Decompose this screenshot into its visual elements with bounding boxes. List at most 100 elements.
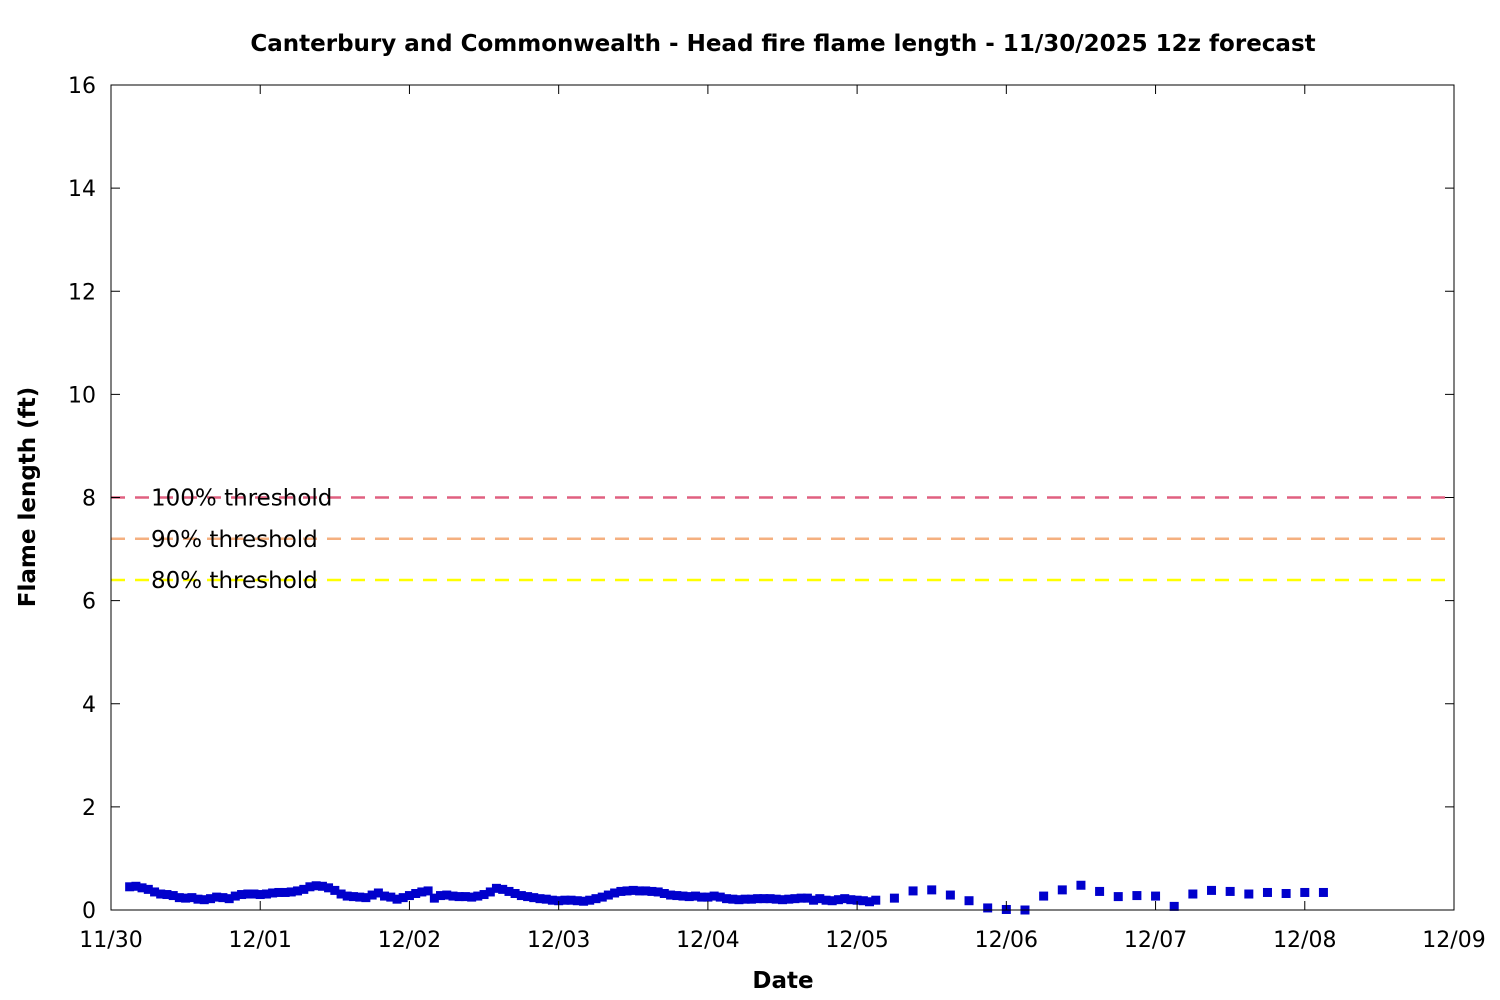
y-tick-label: 10 xyxy=(68,383,96,408)
data-point xyxy=(268,888,278,898)
x-tick-label: 12/02 xyxy=(378,928,441,953)
y-axis-title: Flame length (ft) xyxy=(15,387,41,607)
data-point xyxy=(373,888,383,898)
data-point xyxy=(150,887,160,897)
data-point xyxy=(703,892,713,902)
data-point xyxy=(622,886,632,896)
data-point xyxy=(361,893,371,903)
data-point xyxy=(460,892,470,902)
x-tick-label: 12/06 xyxy=(975,928,1038,953)
data-point xyxy=(715,892,725,902)
data-point xyxy=(187,893,197,903)
data-points xyxy=(125,880,1328,915)
data-point xyxy=(348,892,358,902)
y-tick-label: 12 xyxy=(68,280,96,305)
data-point xyxy=(243,889,253,899)
data-point xyxy=(417,887,427,897)
data-point xyxy=(386,892,396,902)
threshold-lines: 100% threshold 90% threshold 80% threshold xyxy=(111,486,1454,594)
data-point xyxy=(641,886,651,896)
data-point xyxy=(691,891,701,901)
data-point xyxy=(125,882,135,892)
data-point xyxy=(274,887,284,897)
y-tick-label: 2 xyxy=(82,796,96,821)
data-point xyxy=(579,896,589,906)
data-point xyxy=(1151,891,1161,901)
data-point xyxy=(143,884,153,894)
data-point xyxy=(1039,891,1049,901)
data-point xyxy=(280,887,290,897)
data-point xyxy=(759,894,769,904)
data-point xyxy=(206,894,216,904)
data-point xyxy=(728,894,738,904)
threshold-label-2: 80% threshold xyxy=(151,568,318,594)
data-point xyxy=(286,887,296,897)
data-point xyxy=(435,891,445,901)
data-point xyxy=(137,883,147,893)
data-point xyxy=(454,892,464,902)
data-point xyxy=(380,891,390,901)
data-point xyxy=(131,881,141,891)
x-axis-title: Date xyxy=(752,968,813,994)
data-point xyxy=(218,893,228,903)
data-point xyxy=(392,894,402,904)
data-point xyxy=(293,886,303,896)
data-point xyxy=(852,895,862,905)
data-point xyxy=(429,893,439,903)
data-point xyxy=(1188,889,1198,899)
y-tick-label: 4 xyxy=(82,693,96,718)
data-point xyxy=(821,895,831,905)
data-point xyxy=(945,890,955,900)
data-point xyxy=(628,885,638,895)
data-point xyxy=(827,896,837,906)
data-point xyxy=(585,895,595,905)
data-point xyxy=(697,892,707,902)
data-point xyxy=(672,891,682,901)
data-point xyxy=(1318,887,1328,897)
data-point xyxy=(964,896,974,906)
data-point xyxy=(224,894,234,904)
data-point xyxy=(1281,889,1291,898)
data-point xyxy=(647,886,657,896)
data-point xyxy=(871,895,881,905)
data-point xyxy=(790,894,800,904)
data-point xyxy=(927,885,937,895)
data-point xyxy=(547,895,557,905)
x-tick-label: 11/30 xyxy=(79,928,142,953)
data-point xyxy=(709,891,719,901)
data-point xyxy=(753,894,763,904)
data-point xyxy=(162,890,172,900)
data-point xyxy=(802,893,812,903)
data-point xyxy=(212,892,222,902)
data-point xyxy=(174,893,184,903)
data-point xyxy=(765,894,775,904)
data-point xyxy=(404,891,414,901)
x-tick-label: 12/04 xyxy=(676,928,739,953)
x-tick-label: 12/08 xyxy=(1273,928,1336,953)
data-point xyxy=(498,884,508,894)
y-tick-label: 16 xyxy=(68,74,96,99)
y-axis: 0 2 4 6 8 10 12 14 16 xyxy=(68,74,1454,924)
data-point xyxy=(635,886,645,896)
data-point xyxy=(411,889,421,898)
data-point xyxy=(255,890,265,900)
data-point xyxy=(740,894,750,904)
data-point xyxy=(448,891,458,901)
data-point xyxy=(510,889,520,898)
x-tick-label: 12/07 xyxy=(1124,928,1187,953)
data-point xyxy=(311,881,321,891)
data-point xyxy=(983,903,993,913)
data-point xyxy=(249,889,259,899)
data-point xyxy=(666,890,676,900)
data-point xyxy=(1244,889,1254,899)
data-point xyxy=(535,894,545,904)
data-point xyxy=(1225,886,1235,896)
data-point xyxy=(442,890,452,900)
data-point xyxy=(467,892,477,902)
data-point xyxy=(566,895,576,905)
data-point xyxy=(833,895,843,905)
x-axis: 11/30 12/01 12/02 12/03 12/04 12/05 12/06 12/07… xyxy=(79,85,1486,953)
data-point xyxy=(199,895,209,905)
data-point xyxy=(653,887,663,897)
